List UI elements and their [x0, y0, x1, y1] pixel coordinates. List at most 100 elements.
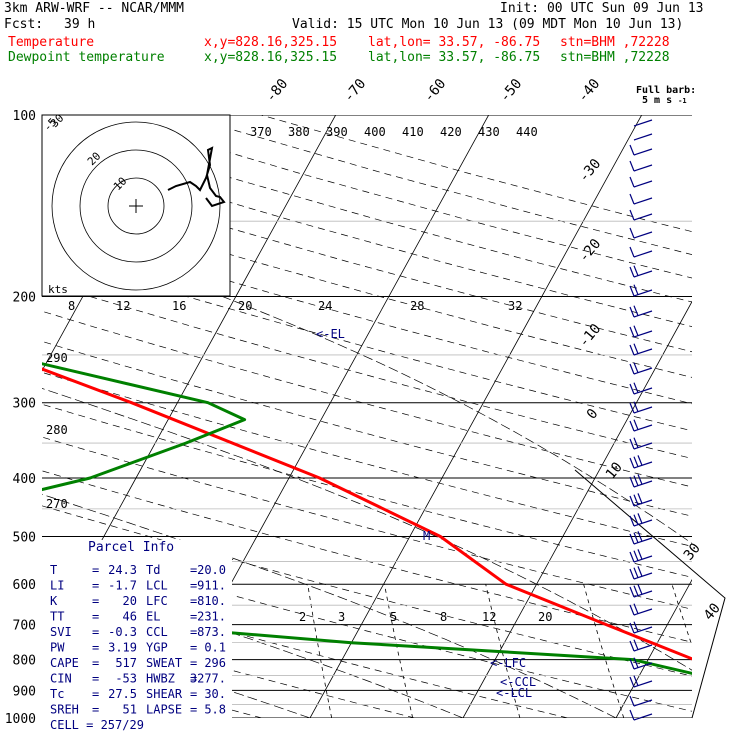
- mixing-ratio-line: [583, 584, 625, 718]
- pressure-tick-label: 1000: [5, 712, 36, 727]
- temperature-stn: stn=BHM ,72228: [560, 35, 670, 50]
- wind-barb-flag: [633, 265, 639, 276]
- mixing-ratio-label: 3: [338, 610, 345, 624]
- wind-barb: [629, 549, 653, 563]
- wind-barb-flag: [633, 657, 639, 668]
- hodograph-units-label: kts: [48, 283, 68, 296]
- speed-label: 20: [238, 299, 252, 313]
- wind-barb-flag: [629, 640, 635, 652]
- wind-barb-shaft: [633, 608, 653, 616]
- wind-barb-shaft: [633, 270, 653, 278]
- wind-barb: [629, 265, 653, 278]
- wind-barb: [629, 401, 653, 414]
- isotherm-label: 10: [603, 459, 626, 482]
- parcel-eq: =: [190, 594, 197, 608]
- pressure-tick-label: 700: [13, 619, 36, 634]
- wind-barb-shaft: [633, 626, 653, 634]
- wind-barb-flag: [637, 455, 643, 466]
- parcel-key-tc: Tc: [50, 687, 64, 701]
- wind-barb: [629, 474, 653, 488]
- parcel-key-lfc: LFC: [146, 594, 168, 608]
- level-marker-el: <-EL: [316, 327, 345, 341]
- wind-barb: [629, 176, 653, 188]
- wind-barb-flag: [629, 144, 635, 156]
- parcel-eq: =: [190, 641, 197, 655]
- wind-barb-shaft: [633, 680, 653, 688]
- fcst-value: 39 h: [64, 17, 96, 32]
- parcel-key-svi: SVI: [50, 625, 72, 639]
- wind-barb-flag: [629, 306, 635, 318]
- parcel-eq: =: [190, 703, 197, 717]
- wind-barb-flag: [629, 495, 635, 507]
- wind-barb-shaft: [633, 148, 653, 156]
- wind-barb-flag: [629, 586, 635, 598]
- theta-label: 380: [288, 125, 310, 139]
- wind-barb-shaft: [633, 713, 653, 721]
- wind-barb-flag: [629, 285, 635, 297]
- parcel-eq: =: [92, 703, 99, 717]
- theta-label: 370: [250, 125, 272, 139]
- parcel-eq: =: [190, 579, 197, 593]
- wind-barb-shaft: [633, 197, 653, 205]
- wind-barb: [629, 246, 653, 258]
- wind-barb-shaft: [633, 480, 653, 488]
- wind-barb-shaft: [633, 164, 653, 172]
- wind-barb: [633, 133, 653, 141]
- parcel-key-cape: CAPE: [50, 656, 79, 670]
- wind-barb-flag: [629, 568, 635, 580]
- wind-barb-flag: [633, 382, 639, 393]
- wind-barb-flag: [629, 533, 635, 545]
- pressure-tick-label: 900: [13, 684, 36, 699]
- isotherm: [615, 578, 692, 718]
- theta-label: 390: [326, 125, 348, 139]
- parcel-key-k: K: [50, 594, 58, 608]
- hodograph-ring: [79, 149, 193, 263]
- parcel-key-sreh: SREH: [50, 703, 79, 717]
- wind-barb-flag: [633, 305, 639, 316]
- parcel-eq: =: [190, 610, 197, 624]
- wind-barb-shaft: [633, 348, 653, 356]
- wind-barb-shaft: [633, 250, 653, 258]
- wind-barb: [629, 144, 653, 156]
- wind-barb: [629, 657, 653, 670]
- parcel-value-lfc: 810.: [197, 594, 226, 608]
- parcel-key-li: LI: [50, 579, 64, 593]
- parcel-value-lapse: 5.8: [204, 703, 226, 717]
- wind-barb-flag: [629, 515, 635, 527]
- temperature-legend: Temperature: [8, 35, 95, 50]
- parcel-eq: =: [190, 625, 197, 639]
- parcel-key-hwbz: HWBZ: [146, 672, 175, 686]
- pressure-tick-label: 300: [13, 397, 36, 412]
- parcel-key-lcl: LCL: [146, 579, 168, 593]
- speed-label: 24: [318, 299, 332, 313]
- wind-barb-shaft: [633, 590, 653, 598]
- wind-barb-flag: [637, 513, 643, 524]
- wind-barb-flag: [633, 325, 639, 336]
- parcel-eq: =: [92, 672, 99, 686]
- pressure-tick-label: 100: [13, 109, 36, 124]
- wind-barb-flag: [629, 363, 635, 375]
- theta-left-label: 280: [46, 423, 68, 437]
- init-time: Init: 00 UTC Sun 09 Jun 13: [500, 1, 704, 16]
- wind-barb: [629, 305, 653, 318]
- wind-barb-flag: [633, 494, 639, 505]
- parcel-eq: =: [92, 641, 99, 655]
- wind-barb-flag: [629, 160, 635, 172]
- parcel-key-ccl: CCL: [146, 625, 168, 639]
- parcel-eq: =: [92, 656, 99, 670]
- wind-barb-flag: [629, 402, 635, 414]
- wind-barb-shaft: [633, 572, 653, 580]
- wind-barb-shaft: [633, 213, 653, 221]
- wind-barb-shaft: [633, 330, 653, 338]
- wind-barb-flag: [629, 227, 635, 239]
- wind-barb-flag: [629, 344, 635, 356]
- mixing-ratio-line: [671, 584, 692, 647]
- wind-barb-flag: [629, 326, 635, 338]
- parcel-cell: CELL = 257/29: [50, 718, 144, 732]
- wind-barb-flag: [637, 531, 643, 542]
- wind-barb: [629, 695, 653, 707]
- parcel-key-pw: PW: [50, 641, 65, 655]
- wind-barb-shaft: [633, 231, 653, 239]
- speed-label: 8: [68, 299, 75, 313]
- parcel-key-td: Td: [146, 563, 160, 577]
